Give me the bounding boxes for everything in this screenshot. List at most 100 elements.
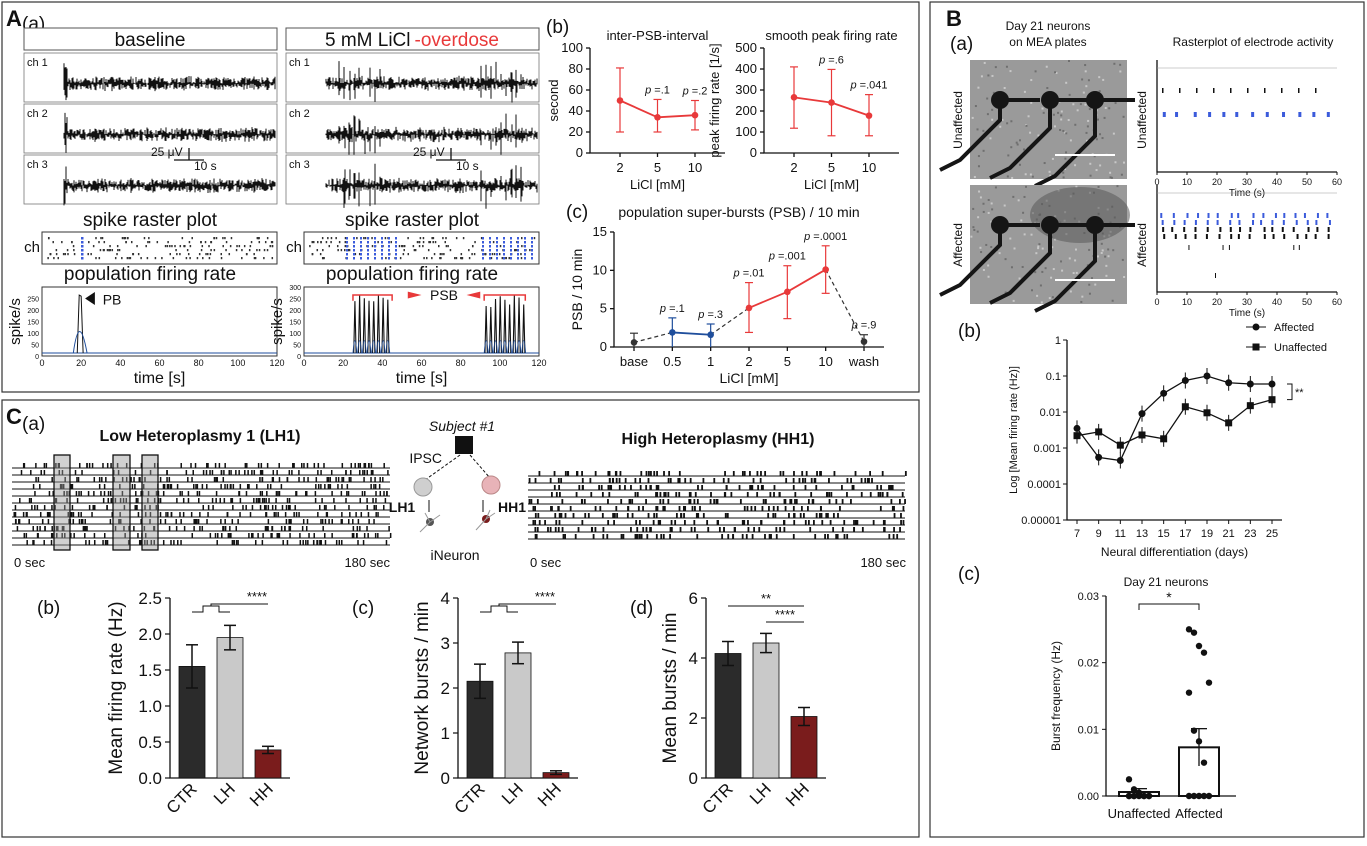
ytick-label: 0.00 xyxy=(1078,791,1099,803)
raster-spike xyxy=(346,491,348,496)
rate-peak xyxy=(493,298,498,354)
x-axis-label: Neural differentiation (days) xyxy=(1101,545,1248,559)
mea-texture xyxy=(1062,129,1065,132)
raster-xtick: 20 xyxy=(1212,297,1222,307)
raster-spike xyxy=(581,520,584,525)
xtick-label: 5 xyxy=(828,160,835,175)
raster-spike xyxy=(315,477,318,482)
raster-spike xyxy=(55,253,58,256)
raster-spike xyxy=(259,477,261,482)
raster-spike xyxy=(109,249,112,252)
burst-highlight xyxy=(53,454,71,551)
raster-burst-spike xyxy=(395,249,397,252)
series-line xyxy=(786,268,827,293)
raster-spike xyxy=(390,241,393,244)
raster-spike xyxy=(794,499,796,504)
raster-spike xyxy=(710,492,712,497)
raster-spike xyxy=(899,527,901,532)
raster-spike xyxy=(589,478,592,483)
raster-spike xyxy=(530,499,533,504)
raster-spike xyxy=(472,245,474,248)
raster-burst-spike xyxy=(374,257,376,260)
mea-texture xyxy=(1072,103,1075,106)
mea-texture xyxy=(1061,269,1064,272)
raster-spike xyxy=(109,491,112,496)
data-point xyxy=(1073,432,1081,440)
raster-spike xyxy=(534,534,537,539)
raster-spike xyxy=(288,526,290,531)
raster-spike xyxy=(1183,220,1186,225)
data-point xyxy=(1200,792,1208,800)
rate-smooth xyxy=(380,340,386,354)
raster-burst-spike xyxy=(381,257,383,260)
mea-texture xyxy=(1025,124,1028,127)
raster-spike xyxy=(636,492,639,497)
raster-spike xyxy=(57,526,59,531)
raster-title: Rasterplot of electrode activity xyxy=(1173,35,1334,49)
raster-spike xyxy=(827,513,829,518)
data-point xyxy=(616,97,624,104)
lh-end: 180 sec xyxy=(344,555,390,570)
raster-spike xyxy=(803,513,805,518)
raster-spike xyxy=(43,505,46,510)
raster-spike xyxy=(35,463,37,468)
diff-arrows xyxy=(428,500,484,512)
raster-spike xyxy=(713,478,716,483)
mea-texture xyxy=(1023,195,1026,198)
raster-spike xyxy=(144,533,147,538)
hh-start: 0 sec xyxy=(530,555,562,570)
raster-spike xyxy=(135,491,137,496)
raster-spike xyxy=(663,492,666,497)
raster-spike xyxy=(680,513,683,518)
raster-spike xyxy=(337,477,340,482)
raster-spike xyxy=(587,513,590,518)
mea-texture xyxy=(986,113,989,116)
raster-spike xyxy=(357,463,360,468)
raster-spike xyxy=(650,471,652,476)
raster-spike xyxy=(305,491,307,496)
series-line xyxy=(657,114,696,119)
raster-spike xyxy=(207,512,209,517)
raster-spike xyxy=(261,498,264,503)
data-point xyxy=(1140,792,1148,800)
raster-spike xyxy=(881,471,884,476)
rate-smooth xyxy=(493,340,498,354)
pb-label: PB xyxy=(103,291,122,307)
raster-spike xyxy=(16,526,19,531)
pb-arrow xyxy=(85,292,95,305)
mea-texture xyxy=(1097,185,1100,188)
raster-spike xyxy=(206,463,208,468)
mea-texture xyxy=(990,202,993,205)
mea-texture xyxy=(1034,70,1037,73)
raster-spike xyxy=(1307,227,1310,232)
mea-texture xyxy=(1060,260,1063,263)
raster-spike xyxy=(359,498,361,503)
raster-spike xyxy=(18,519,20,524)
raster-spike xyxy=(76,477,78,482)
series-line xyxy=(1076,399,1273,446)
raster-spike xyxy=(1219,227,1222,232)
raster-spike xyxy=(320,484,322,489)
raster-spike xyxy=(370,463,373,468)
raster-spike xyxy=(228,253,231,256)
mea-texture xyxy=(1023,233,1026,236)
raster-spike xyxy=(177,540,179,545)
raster-spike xyxy=(13,512,15,517)
raster-spike xyxy=(783,520,785,525)
raster-spike xyxy=(245,505,247,510)
raster-spike xyxy=(100,491,102,496)
raster-spike xyxy=(1328,220,1331,225)
raster-spike xyxy=(883,520,886,525)
raster-spike xyxy=(1305,234,1308,239)
raster-spike xyxy=(259,498,261,503)
raster-spike xyxy=(250,241,253,244)
raster-spike xyxy=(783,527,786,532)
raster-spike xyxy=(802,478,804,483)
raster-spike xyxy=(1194,220,1197,225)
raster-spike xyxy=(270,533,272,538)
raster-spike xyxy=(263,257,265,260)
mea-texture xyxy=(1005,65,1008,68)
mea-texture xyxy=(1074,123,1077,126)
raster-spike xyxy=(618,485,621,490)
mea-title-1: Day 21 neurons xyxy=(1006,19,1091,33)
